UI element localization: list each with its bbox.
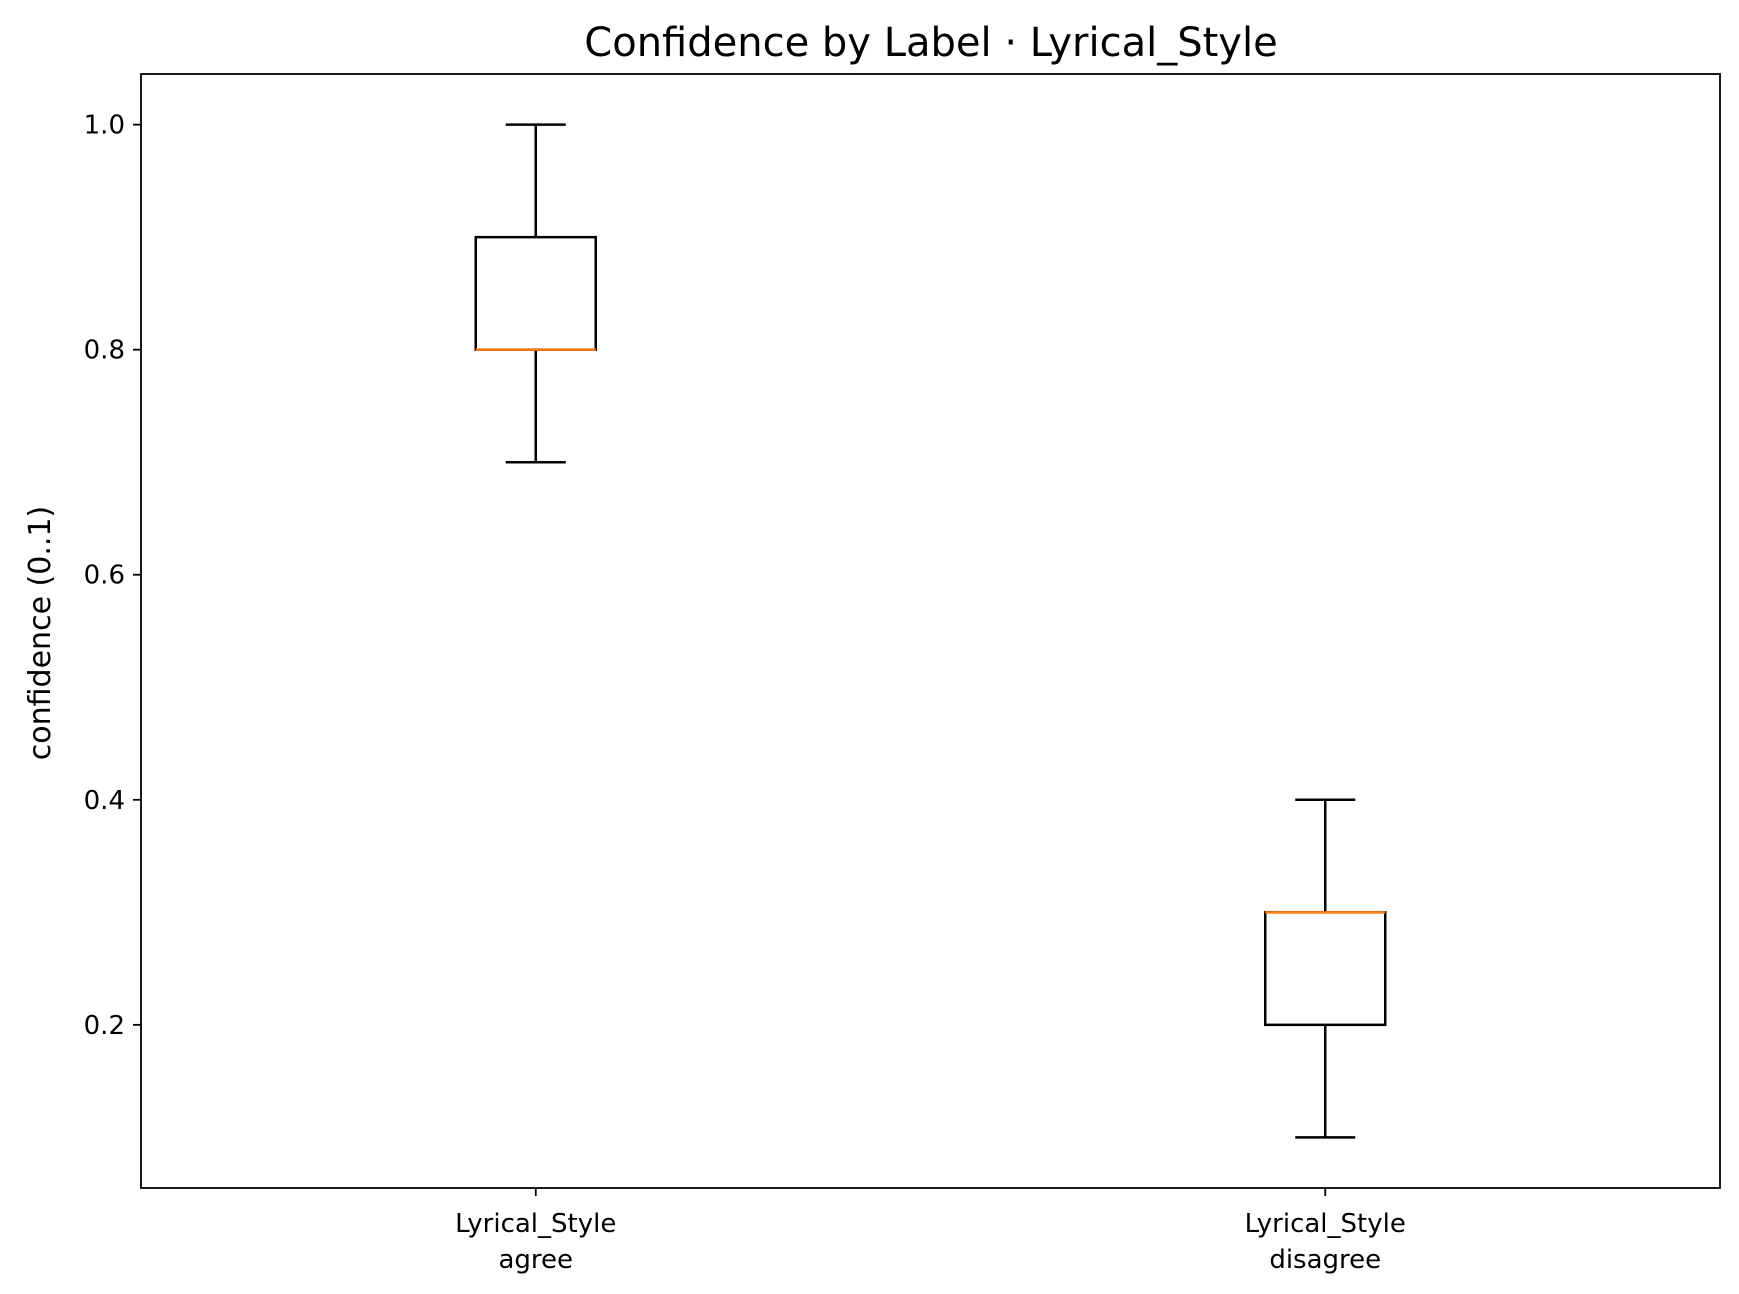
plot-frame: [140, 73, 1721, 1189]
chart-title: Confidence by Label · Lyrical_Style: [584, 20, 1277, 66]
x-tick-label-line1: Lyrical_Style: [455, 1209, 616, 1239]
y-tick-label: 0.4: [84, 786, 125, 816]
y-axis: 0.2 0.4 0.6 0.8 1.0: [84, 111, 141, 1041]
box-1: [1264, 798, 1387, 1139]
y-tick-label: 0.2: [84, 1011, 125, 1041]
box-series: [474, 123, 1387, 1139]
y-axis-label: confidence (0..1): [23, 506, 58, 760]
y-tick-label: 1.0: [84, 111, 125, 141]
y-tick-label: 0.8: [84, 336, 125, 366]
y-tick-label: 0.6: [84, 561, 125, 591]
x-tick-label-line2: disagree: [1269, 1245, 1381, 1275]
box-0: [474, 123, 597, 464]
x-tick-label-line2: agree: [498, 1245, 573, 1275]
plot-area: [140, 73, 1721, 1189]
x-tick-label-line1: Lyrical_Style: [1245, 1209, 1406, 1239]
